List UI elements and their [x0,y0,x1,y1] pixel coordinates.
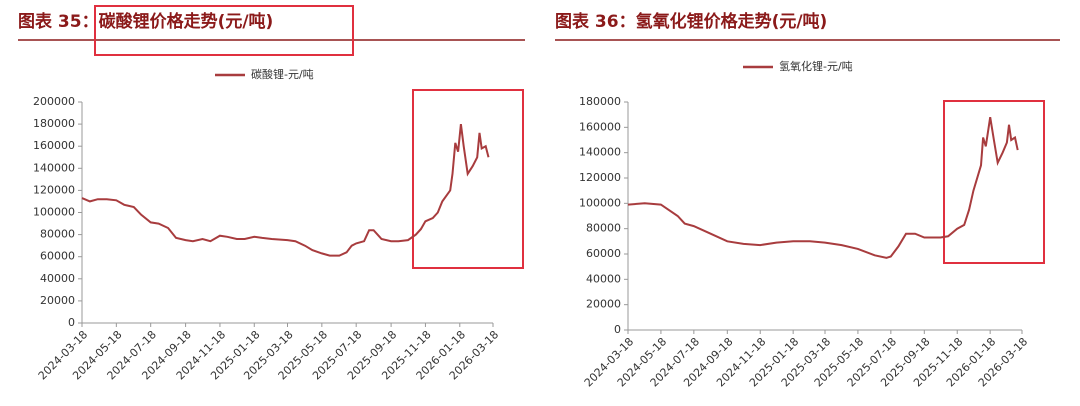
y-tick-label: 140000 [33,161,75,174]
y-tick-label: 0 [68,316,75,329]
y-tick-label: 80000 [586,222,621,235]
y-tick-label: 180000 [579,95,621,108]
series-line [81,123,490,257]
y-tick-label: 200000 [33,95,75,108]
y-tick-label: 0 [614,323,621,336]
y-tick-label: 160000 [579,120,621,133]
y-tick-label: 40000 [586,272,621,285]
y-tick-label: 20000 [586,298,621,311]
y-tick-label: 60000 [40,250,75,263]
y-tick-label: 40000 [40,272,75,285]
y-tick-label: 180000 [33,117,75,130]
y-tick-label: 80000 [40,228,75,241]
highlight-box [94,5,354,56]
y-tick-label: 20000 [40,294,75,307]
highlight-box [943,100,1045,264]
y-tick-label: 60000 [586,247,621,260]
legend-label: 氢氧化锂-元/吨 [779,59,853,73]
highlight-box [412,89,524,269]
y-tick-label: 100000 [579,196,621,209]
chart-title: 图表 35：碳酸锂价格走势(元/吨) [18,11,273,32]
chart-title: 图表 36：氢氧化锂价格走势(元/吨) [555,11,827,32]
legend-label: 碳酸锂-元/吨 [251,67,314,81]
y-tick-label: 120000 [33,183,75,196]
series-line [627,117,1019,259]
y-tick-label: 120000 [579,171,621,184]
y-tick-label: 100000 [33,206,75,219]
y-tick-label: 140000 [579,146,621,159]
y-tick-label: 160000 [33,139,75,152]
